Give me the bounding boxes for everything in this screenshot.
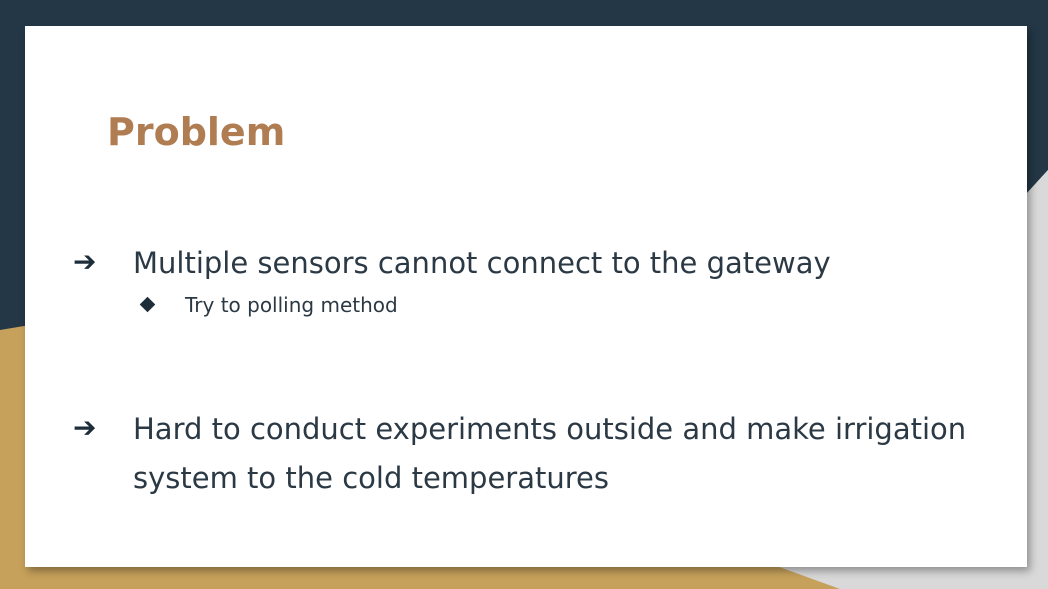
slide-content-card: Problem ➔ Multiple sensors cannot connec… [25, 26, 1027, 567]
arrow-right-icon: ➔ [73, 411, 97, 444]
bullet-text-line: system to the cold temperatures [133, 461, 609, 495]
bullet-text-line: Hard to conduct experiments outside and … [133, 412, 967, 446]
diamond-bullet-icon [139, 296, 156, 313]
slide-title: Problem [107, 110, 286, 154]
bullet-text: Multiple sensors cannot connect to the g… [133, 246, 831, 280]
sub-bullet-text: Try to polling method [185, 293, 398, 317]
arrow-right-icon: ➔ [73, 245, 97, 278]
